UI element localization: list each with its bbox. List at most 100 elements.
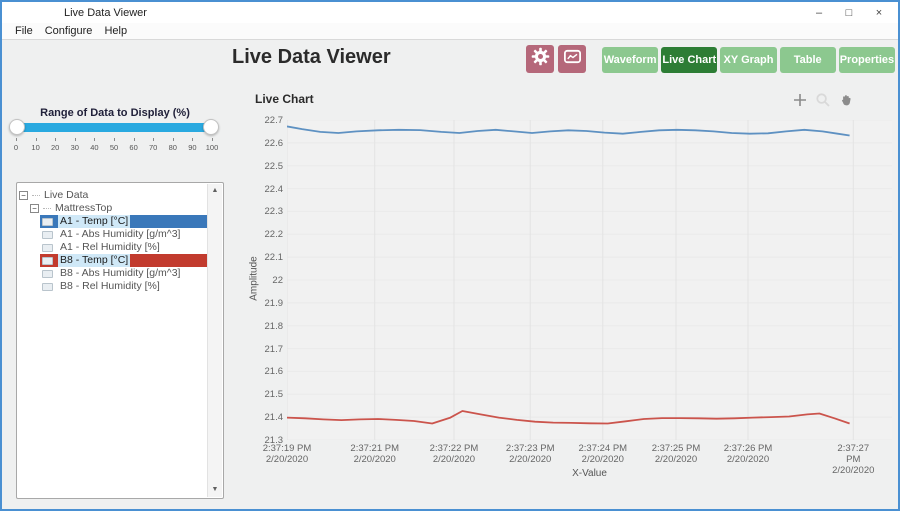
x-tick-time: 2:37:21 PM [350,443,400,454]
tree-item-label: A1 - Rel Humidity [%] [60,241,160,253]
x-tick-label: 2:37:26 PM 2/20/2020 [724,443,773,465]
tree-item-b8-rel-humidity[interactable]: B8 - Rel Humidity [%] [17,280,207,293]
close-button[interactable]: × [875,6,883,19]
slider-tick-label: 90 [188,143,197,152]
channel-icon [42,256,53,265]
tab-live-chart[interactable]: Live Chart [661,47,718,73]
chart-title: Live Chart [255,92,314,106]
tree-item-live-data[interactable]: − Live Data [17,189,207,202]
tab-table[interactable]: Table [779,47,836,73]
tree-item-a1-rel-humidity[interactable]: A1 - Rel Humidity [%] [17,241,207,254]
x-tick-date: 2/20/2020 [654,454,698,465]
y-tick-label: 21.9 [264,297,284,309]
tab-xy-graph[interactable]: XY Graph [720,47,777,73]
slider-tick-marks [16,138,213,142]
y-tick-label: 22.7 [264,115,284,126]
channel-tree-items: − Live Data − MattressTop A1 - Temp [°C] A1 -… [17,189,207,293]
tree-item-b8-abs-humidity-g-m-3[interactable]: B8 - Abs Humidity [g/m^3] [17,267,207,280]
menu-file[interactable]: File [15,25,33,37]
slider-tick [172,138,174,141]
y-tick-label: 21.8 [264,320,284,332]
page-title: Live Data Viewer [232,46,391,68]
zoom-icon[interactable] [815,92,831,108]
add-cursor-icon[interactable] [792,92,808,108]
x-tick-label: 2:37:27 PM 2/20/2020 [831,443,876,476]
y-tick-label: 22.6 [264,137,284,149]
expander-icon[interactable]: − [19,191,28,200]
slider-tick [133,138,135,141]
tree-item-a1-abs-humidity-g-m-3[interactable]: A1 - Abs Humidity [g/m^3] [17,228,207,241]
series-a1-temp-c [286,125,850,137]
slider-tick-label: 10 [31,143,40,152]
x-tick-time: 2:37:27 PM [837,443,870,465]
tree-connector [32,195,40,196]
slider-tick-label: 70 [149,143,158,152]
y-tick-label: 22.1 [264,252,284,264]
x-tick-label: 2:37:21 PM 2/20/2020 [350,443,399,465]
x-axis-title: X-Value [572,468,607,479]
pan-hand-icon[interactable] [838,92,854,108]
x-tick-label: 2:37:25 PM 2/20/2020 [652,443,701,465]
scroll-up-icon[interactable]: ▲ [211,187,219,194]
tab-properties[interactable]: Properties [838,47,896,73]
slider-tick [16,138,17,141]
tree-item-b8-temp-c[interactable]: B8 - Temp [°C] [17,254,207,267]
tree-item-label: B8 - Rel Humidity [%] [60,280,160,292]
slider-tick-label: 20 [51,143,60,152]
slider-tick-label: 0 [13,143,19,152]
slider-tick [74,138,76,141]
slider-tick-label: 50 [109,143,119,152]
window-title: Live Data Viewer [64,6,147,19]
y-tick-label: 21.6 [264,366,284,378]
minimize-button[interactable]: – [815,6,823,19]
menu-configure[interactable]: Configure [44,25,93,37]
scroll-down-icon[interactable]: ▼ [211,486,219,493]
x-tick-label: 2:37:19 PM 2/20/2020 [263,443,312,465]
tree-item-a1-temp-c[interactable]: A1 - Temp [°C] [17,215,207,228]
y-tick-label: 22 [272,275,283,286]
slider-tick-labels: 0 10 20 30 40 50 60 70 80 90 100 [13,143,218,153]
y-tick-label: 22.5 [264,160,284,172]
channel-icon [42,217,53,226]
slider-tick-label: 100 [205,143,219,152]
chart-toolbar [792,92,854,108]
x-tick-date: 2/20/2020 [353,454,396,465]
slider-tick-label: 30 [70,143,79,152]
menu-help[interactable]: Help [104,25,128,37]
tree-item-label: B8 - Abs Humidity [g/m^3] [60,267,181,279]
maximize-button[interactable]: □ [845,6,853,19]
y-tick-label: 21.5 [264,389,284,401]
slider-tick [55,138,57,141]
x-tick-label: 2:37:23 PM 2/20/2020 [506,443,555,465]
plot-area[interactable] [286,119,892,441]
channel-icon [42,282,53,291]
slider-tick [212,138,213,141]
tab-waveform[interactable]: Waveform [602,47,659,73]
settings-button[interactable] [526,45,554,73]
y-tick-label: 21.7 [264,343,284,355]
x-tick-time: 2:37:25 PM [651,443,701,454]
x-tick-date: 2/20/2020 [832,465,875,476]
tree-item-label: A1 - Temp [°C] [58,215,131,228]
channel-icon [42,243,53,252]
tree-scrollbar[interactable]: ▲ ▼ [207,184,222,497]
x-tick-time: 2:37:22 PM [429,443,479,454]
tree-connector [43,208,51,209]
tree-item-label: A1 - Abs Humidity [g/m^3] [60,228,181,240]
chart-config-button[interactable] [558,45,586,73]
expander-icon[interactable]: − [30,204,39,213]
range-slider-thumb-high[interactable] [203,119,219,135]
range-slider-thumb-low[interactable] [9,119,25,135]
range-slider-track[interactable] [9,119,219,135]
slider-tick [153,138,155,141]
title-bar: Live Data Viewer – □ × [2,2,898,23]
gear-icon [531,47,550,71]
channel-icon [42,230,53,239]
tree-item-label: Live Data [44,189,89,201]
x-tick-date: 2/20/2020 [432,454,476,465]
tree-item-mattresstop[interactable]: − MattressTop [17,202,207,215]
slider-tick [94,138,96,141]
range-slider-label: Range of Data to Display (%) [40,107,190,119]
chart-icon [563,47,582,71]
